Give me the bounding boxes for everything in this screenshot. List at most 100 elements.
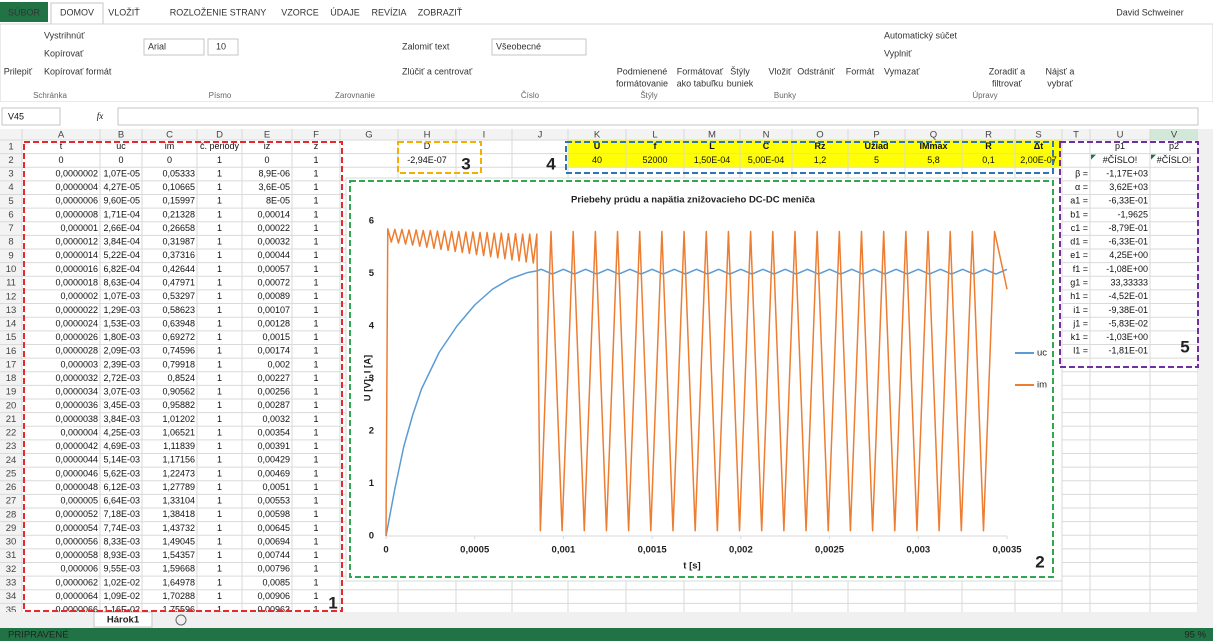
font-size-box[interactable]: 10 — [216, 41, 226, 51]
row-header[interactable]: 4 — [8, 182, 13, 193]
ribbon-button-label[interactable]: vybrať — [1047, 78, 1073, 88]
vertical-scrollbar[interactable] — [1198, 129, 1213, 612]
row-header[interactable]: 31 — [6, 550, 17, 561]
row-header[interactable]: 33 — [6, 577, 17, 588]
column-header[interactable]: C — [166, 130, 173, 141]
row-header[interactable]: 15 — [6, 332, 17, 343]
row-header[interactable]: 5 — [8, 196, 13, 207]
row-header[interactable]: 10 — [6, 264, 17, 275]
row-header[interactable]: 11 — [6, 278, 16, 289]
row-header[interactable]: 9 — [8, 250, 13, 261]
zoom-level[interactable]: 95 % — [1184, 630, 1206, 641]
column-header[interactable]: S — [1035, 130, 1041, 141]
row-header[interactable]: 2 — [8, 155, 13, 166]
clear-button[interactable]: Vymazať — [884, 66, 920, 76]
row-header[interactable]: 18 — [6, 373, 17, 384]
ribbon-tab[interactable]: ZOBRAZIŤ — [418, 7, 463, 17]
row-header[interactable]: 22 — [6, 428, 17, 439]
column-header[interactable]: B — [118, 130, 124, 141]
column-header[interactable]: U — [1117, 130, 1124, 141]
row-header[interactable]: 7 — [8, 223, 13, 234]
ribbon-button-label[interactable]: formátovanie — [616, 78, 668, 88]
column-header[interactable]: E — [264, 130, 270, 141]
ribbon-button-label[interactable]: Nájsť a — [1046, 66, 1075, 76]
row-header[interactable]: 34 — [6, 591, 17, 602]
row-header[interactable]: 23 — [6, 441, 17, 452]
column-header[interactable]: N — [763, 130, 770, 141]
ribbon-tab[interactable]: VZORCE — [281, 7, 319, 17]
row-header[interactable]: 28 — [6, 509, 17, 520]
row-header[interactable]: 14 — [6, 319, 17, 330]
ribbon-tab[interactable]: REVÍZIA — [371, 7, 406, 17]
row-header[interactable]: 3 — [8, 169, 13, 180]
sheet-tab[interactable]: Hárok1 — [107, 615, 140, 626]
font-name-box[interactable]: Arial — [148, 41, 166, 51]
column-header[interactable]: R — [985, 130, 992, 141]
ribbon-tab[interactable]: ROZLOŽENIE STRANY — [170, 7, 267, 17]
fill-button[interactable]: Vyplniť — [884, 48, 912, 58]
row-header[interactable]: 27 — [6, 496, 17, 507]
column-header[interactable]: I — [483, 130, 486, 141]
row-header[interactable]: 6 — [8, 209, 13, 220]
row-header[interactable]: 17 — [6, 359, 17, 370]
column-header[interactable]: M — [708, 130, 716, 141]
column-header[interactable]: D — [216, 130, 223, 141]
ribbon-button-label[interactable]: Podmienené — [617, 66, 668, 76]
y-tick-label: 4 — [369, 321, 375, 332]
format-painter-button[interactable]: Kopírovať formát — [44, 66, 112, 76]
column-header[interactable]: F — [313, 130, 319, 141]
ribbon-tab[interactable]: VLOŽIŤ — [108, 7, 140, 17]
row-header[interactable]: 30 — [6, 537, 17, 548]
column-header[interactable]: J — [538, 130, 543, 141]
column-header[interactable]: V — [1171, 130, 1178, 141]
row-header[interactable]: 20 — [6, 400, 17, 411]
ribbon-button-label[interactable]: Formátovať — [677, 66, 724, 76]
column-header[interactable]: A — [58, 130, 65, 141]
ribbon-tab[interactable]: SÚBOR — [8, 7, 41, 17]
ribbon-tab[interactable]: DOMOV — [60, 7, 94, 17]
column-header[interactable]: O — [816, 130, 823, 141]
formula-input[interactable] — [118, 108, 1198, 125]
user-name[interactable]: David Schweiner — [1116, 7, 1184, 17]
column-header[interactable]: P — [873, 130, 879, 141]
wrap-text-button[interactable]: Zalomiť text — [402, 41, 450, 51]
row-header[interactable]: 12 — [6, 291, 17, 302]
column-header[interactable]: T — [1073, 130, 1079, 141]
autosum-button[interactable]: Automatický súčet — [884, 30, 958, 40]
ribbon-button-label[interactable]: filtrovať — [992, 78, 1023, 88]
row-header[interactable]: 1 — [8, 141, 13, 152]
cell: 1,2 — [814, 155, 827, 165]
column-header[interactable]: H — [424, 130, 431, 141]
ribbon-button-label[interactable]: Štýly — [730, 66, 750, 76]
row-header[interactable]: 16 — [6, 346, 17, 357]
insert-button[interactable]: Vložiť — [769, 66, 793, 76]
row-header[interactable]: 13 — [6, 305, 17, 316]
row-header[interactable]: 29 — [6, 523, 17, 534]
row-header[interactable]: 25 — [6, 468, 17, 479]
cell: 0,00057 — [257, 264, 290, 274]
ribbon-button-label[interactable]: ako tabuľku — [677, 78, 724, 88]
column-header[interactable]: K — [594, 130, 601, 141]
cell: 1 — [313, 496, 318, 506]
row-header[interactable]: 8 — [8, 237, 13, 248]
cut-button[interactable]: Vystrihnúť — [44, 30, 85, 40]
column-header[interactable]: L — [652, 130, 657, 141]
ribbon-button-label[interactable]: Zoradiť a — [989, 66, 1025, 76]
delete-button[interactable]: Odstrániť — [797, 66, 835, 76]
row-header[interactable]: 19 — [6, 387, 17, 398]
row-header[interactable]: 24 — [6, 455, 17, 466]
ribbon-tab[interactable]: ÚDAJE — [330, 7, 360, 17]
number-format-box[interactable]: Všeobecné — [496, 41, 541, 51]
merge-center-button[interactable]: Zlúčiť a centrovať — [402, 66, 473, 76]
row-header[interactable]: 26 — [6, 482, 17, 493]
legend-label: im — [1037, 380, 1047, 391]
paste-button[interactable]: Prilepiť — [4, 66, 33, 76]
ribbon-button-label[interactable]: buniek — [727, 78, 754, 88]
ribbon — [0, 24, 1213, 102]
format-button[interactable]: Formát — [846, 66, 875, 76]
copy-button[interactable]: Kopírovať — [44, 48, 84, 58]
row-header[interactable]: 21 — [6, 414, 17, 425]
column-header[interactable]: Q — [930, 130, 937, 141]
column-header[interactable]: G — [365, 130, 372, 141]
row-header[interactable]: 32 — [6, 564, 17, 575]
